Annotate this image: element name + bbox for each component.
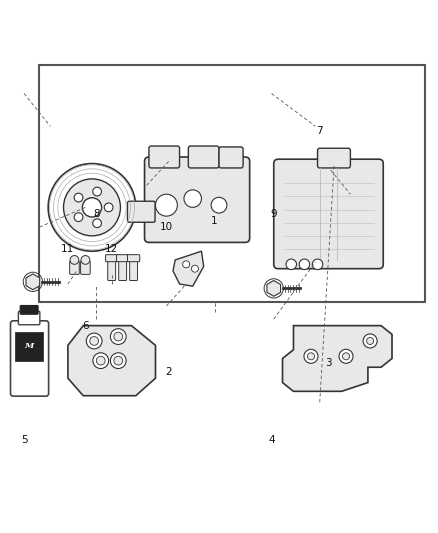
FancyBboxPatch shape bbox=[127, 201, 155, 222]
FancyBboxPatch shape bbox=[18, 311, 40, 325]
Circle shape bbox=[299, 259, 310, 270]
FancyBboxPatch shape bbox=[318, 148, 350, 168]
Circle shape bbox=[86, 333, 102, 349]
Circle shape bbox=[104, 203, 113, 212]
FancyBboxPatch shape bbox=[106, 255, 118, 262]
Circle shape bbox=[363, 334, 377, 348]
Polygon shape bbox=[68, 326, 155, 395]
Polygon shape bbox=[173, 251, 204, 286]
FancyBboxPatch shape bbox=[20, 305, 38, 314]
Circle shape bbox=[93, 353, 109, 368]
Text: 12: 12 bbox=[105, 244, 118, 254]
FancyBboxPatch shape bbox=[81, 261, 90, 274]
Text: M: M bbox=[24, 342, 34, 350]
FancyBboxPatch shape bbox=[108, 259, 116, 280]
Circle shape bbox=[155, 194, 177, 216]
Polygon shape bbox=[26, 274, 40, 290]
Circle shape bbox=[191, 265, 198, 272]
Text: 2: 2 bbox=[165, 367, 172, 377]
FancyBboxPatch shape bbox=[130, 259, 138, 280]
Text: 8: 8 bbox=[93, 209, 100, 219]
FancyBboxPatch shape bbox=[149, 146, 180, 168]
FancyBboxPatch shape bbox=[11, 321, 49, 396]
Circle shape bbox=[183, 261, 190, 268]
Circle shape bbox=[286, 259, 297, 270]
Circle shape bbox=[304, 349, 318, 364]
Text: 1: 1 bbox=[211, 215, 218, 225]
Text: 10: 10 bbox=[160, 222, 173, 232]
Text: 6: 6 bbox=[82, 321, 89, 330]
FancyBboxPatch shape bbox=[117, 255, 129, 262]
Circle shape bbox=[114, 332, 123, 341]
Text: 11: 11 bbox=[61, 244, 74, 254]
Polygon shape bbox=[283, 326, 392, 391]
Circle shape bbox=[96, 356, 105, 365]
FancyBboxPatch shape bbox=[219, 147, 243, 168]
Circle shape bbox=[339, 349, 353, 364]
FancyBboxPatch shape bbox=[145, 157, 250, 243]
Circle shape bbox=[74, 213, 83, 222]
FancyBboxPatch shape bbox=[274, 159, 383, 269]
Circle shape bbox=[184, 190, 201, 207]
FancyBboxPatch shape bbox=[188, 146, 219, 168]
Circle shape bbox=[90, 336, 99, 345]
Circle shape bbox=[81, 255, 90, 264]
Circle shape bbox=[307, 353, 314, 360]
Circle shape bbox=[110, 353, 126, 368]
FancyBboxPatch shape bbox=[127, 255, 140, 262]
Text: 7: 7 bbox=[316, 126, 323, 136]
Circle shape bbox=[74, 193, 83, 202]
FancyBboxPatch shape bbox=[119, 259, 127, 280]
Circle shape bbox=[48, 164, 136, 251]
Circle shape bbox=[312, 259, 323, 270]
Text: 9: 9 bbox=[270, 209, 277, 219]
FancyBboxPatch shape bbox=[70, 261, 79, 274]
FancyBboxPatch shape bbox=[15, 332, 43, 361]
Text: 4: 4 bbox=[268, 434, 275, 445]
Text: 5: 5 bbox=[21, 434, 28, 445]
Circle shape bbox=[211, 197, 227, 213]
Polygon shape bbox=[267, 280, 281, 296]
Circle shape bbox=[82, 198, 102, 217]
Circle shape bbox=[93, 219, 102, 228]
Circle shape bbox=[367, 337, 374, 344]
Text: 3: 3 bbox=[325, 358, 332, 368]
Circle shape bbox=[343, 353, 350, 360]
Circle shape bbox=[110, 329, 126, 344]
Circle shape bbox=[64, 179, 120, 236]
Bar bbox=[39, 65, 425, 302]
Circle shape bbox=[114, 356, 123, 365]
Circle shape bbox=[93, 187, 102, 196]
Circle shape bbox=[70, 255, 79, 264]
